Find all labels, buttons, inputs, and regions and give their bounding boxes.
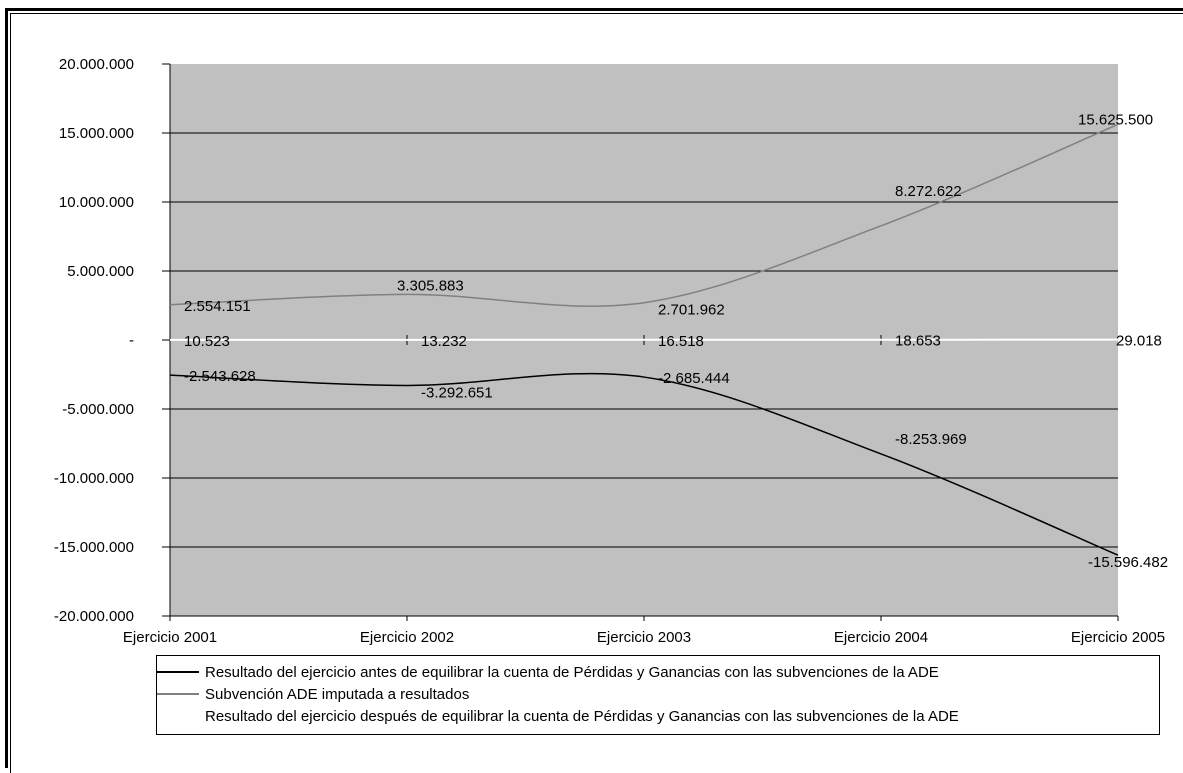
data-label-before-4: -15.596.482 [1088, 554, 1168, 571]
data-label-subvencion-2: 2.701.962 [658, 302, 725, 319]
y-tick-label-8: -20.000.000 [54, 608, 134, 625]
y-tick-label-7: -15.000.000 [54, 539, 134, 556]
data-label-subvencion-1: 3.305.883 [397, 277, 464, 294]
data-label-before-0: -2.543.628 [184, 368, 256, 385]
legend-swatch-after [157, 715, 199, 717]
y-tick-label-3: 5.000.000 [67, 263, 134, 280]
y-tick-label-6: -10.000.000 [54, 470, 134, 487]
legend-label-before: Resultado del ejercicio antes de equilib… [205, 664, 939, 681]
y-tick-label-2: 10.000.000 [59, 194, 134, 211]
legend-swatch-before [157, 671, 199, 673]
data-label-before-3: -8.253.969 [895, 431, 967, 448]
legend-item-subvencion: Subvención ADE imputada a resultados [157, 683, 1159, 705]
legend-item-before: Resultado del ejercicio antes de equilib… [157, 661, 1159, 683]
data-label-before-2: -2.685.444 [658, 370, 730, 387]
data-label-subvencion-3: 8.272.622 [895, 183, 962, 200]
data-label-before-1: -3.292.651 [421, 384, 493, 401]
data-label-after-0: 10.523 [184, 333, 230, 350]
legend: Resultado del ejercicio antes de equilib… [156, 655, 1160, 735]
y-tick-label-0: 20.000.000 [59, 56, 134, 73]
legend-item-after: Resultado del ejercicio después de equil… [157, 705, 1159, 727]
x-tick-label-1: Ejercicio 2002 [360, 629, 454, 646]
legend-label-after: Resultado del ejercicio después de equil… [205, 708, 959, 725]
x-tick-label-4: Ejercicio 2005 [1071, 629, 1165, 646]
data-label-after-2: 16.518 [658, 333, 704, 350]
y-tick-label-1: 15.000.000 [59, 125, 134, 142]
legend-swatch-subvencion [157, 693, 199, 695]
y-tick-label-5: -5.000.000 [62, 401, 134, 418]
data-label-subvencion-0: 2.554.151 [184, 298, 251, 315]
legend-label-subvencion: Subvención ADE imputada a resultados [205, 686, 469, 703]
x-tick-label-3: Ejercicio 2004 [834, 629, 928, 646]
data-label-after-1: 13.232 [421, 333, 467, 350]
y-tick-label-4: - [129, 332, 134, 349]
data-label-after-4: 29.018 [1116, 333, 1162, 350]
data-label-subvencion-4: 15.625.500 [1078, 111, 1153, 128]
data-label-after-3: 18.653 [895, 333, 941, 350]
x-tick-label-0: Ejercicio 2001 [123, 629, 217, 646]
x-tick-label-2: Ejercicio 2003 [597, 629, 691, 646]
